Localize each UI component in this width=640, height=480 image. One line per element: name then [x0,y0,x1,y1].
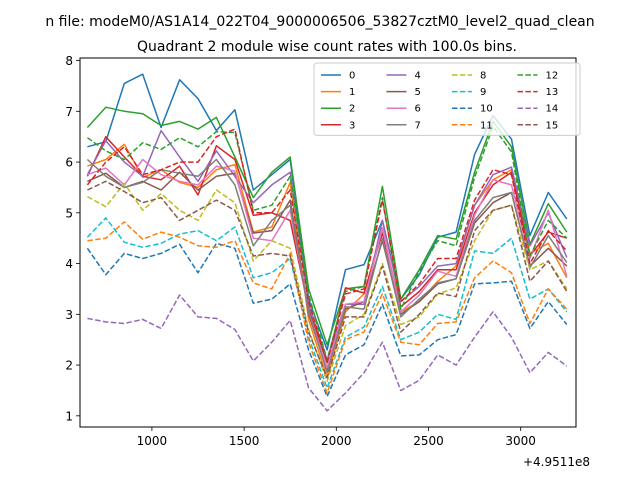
series-line-4 [86,129,568,361]
y-tick-label: 8 [65,54,73,68]
y-axis-ticks: 1 2 3 4 5 6 7 8 [65,54,80,423]
legend-label-15: 15 [546,120,559,131]
legend-label-3: 3 [349,120,355,131]
legend-label-11: 11 [480,120,493,131]
y-tick-label: 5 [65,206,73,220]
series-line-12 [86,125,568,361]
chart-suptitle: n file: modeM0/AS1A14_022T04_9000006506_… [45,14,594,30]
series-line-8 [87,182,568,383]
series-lines [86,73,568,412]
x-tick-label: 1000 [137,434,168,448]
legend-label-7: 7 [415,120,421,131]
legend-label-9: 9 [480,87,486,98]
legend-label-4: 4 [415,71,421,82]
chart-title: Quadrant 2 module wise count rates with … [137,39,517,55]
series-line-14 [87,294,568,412]
series-line-11 [87,221,568,394]
x-tick-label: 2000 [321,434,352,448]
y-tick-label: 6 [65,156,73,170]
legend-label-2: 2 [349,104,355,115]
legend-box [313,62,581,136]
series-line-10 [86,242,568,398]
x-tick-label: 3000 [505,434,536,448]
series-line-6 [87,158,568,369]
legend-label-6: 6 [415,104,421,115]
x-axis-offset-label: +4.9511e8 [523,455,590,469]
legend-label-10: 10 [480,104,493,115]
y-tick-label: 2 [65,359,73,373]
axes-frame [79,57,577,428]
series-line-5 [87,171,568,371]
y-tick-label: 1 [65,409,73,423]
legend-label-5: 5 [415,87,421,98]
legend-label-13: 13 [546,87,559,98]
y-tick-label: 7 [65,105,73,119]
x-tick-label: 2500 [413,434,444,448]
legend-label-1: 1 [349,87,355,98]
y-tick-label: 4 [65,257,73,271]
y-tick-label: 3 [65,308,73,322]
x-tick-label: 1500 [229,434,260,448]
legend-label-14: 14 [546,104,559,115]
series-line-2 [86,106,568,346]
legend-label-12: 12 [546,71,559,82]
legend-label-8: 8 [480,71,486,82]
series-line-7 [86,158,568,374]
series-line-13 [86,128,568,364]
legend-label-0: 0 [349,71,355,82]
series-line-15 [87,180,568,379]
x-axis-ticks: 1000 1500 2000 2500 3000 [137,427,536,448]
